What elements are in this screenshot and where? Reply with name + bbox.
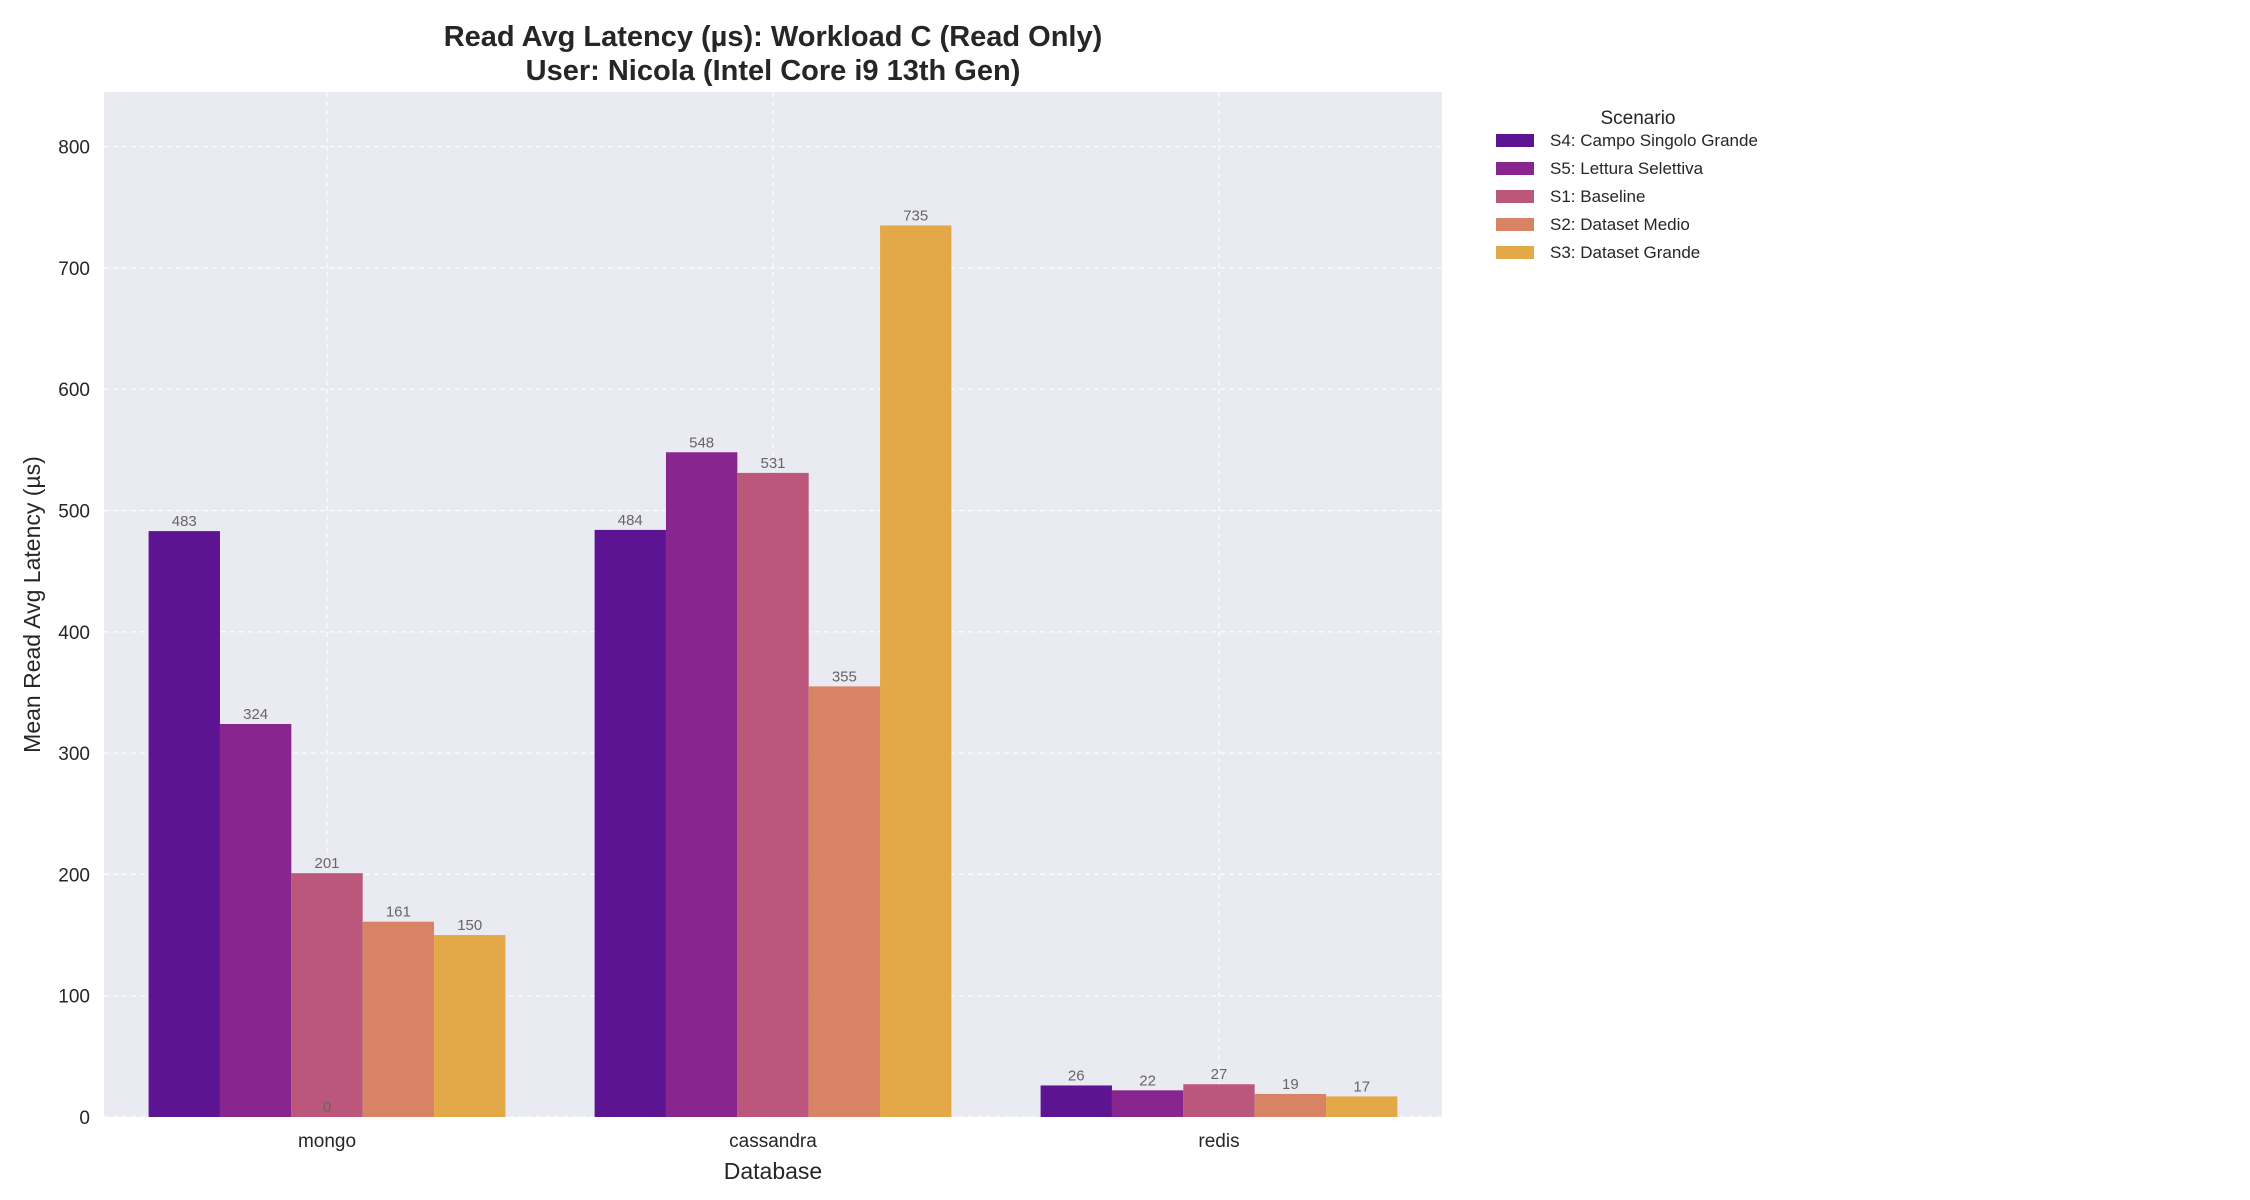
bar-label-redis-s4: 17 bbox=[1353, 1078, 1370, 1095]
bar-cassandra-s0 bbox=[594, 529, 666, 1117]
legend-swatch-1 bbox=[1496, 162, 1534, 175]
y-tick-label-4: 400 bbox=[58, 623, 90, 644]
x-axis-label: Database bbox=[724, 1158, 822, 1184]
y-axis-label: Mean Read Avg Latency (µs) bbox=[19, 456, 45, 753]
bar-mongo-s1 bbox=[219, 723, 292, 1117]
bar-cassandra-s1 bbox=[665, 452, 738, 1118]
bar-label-mongo-s1: 324 bbox=[243, 706, 268, 723]
y-axis-ticks: 0 100 200 300 400 500 600 700 800 bbox=[58, 138, 90, 1129]
bar-labels: 483 484 26 324 548 22 201 531 27 161 355 19 150 735 17 bbox=[172, 207, 1370, 1095]
y-tick-label-0: 0 bbox=[79, 1108, 90, 1129]
legend-label-1: S5: Lettura Selettiva bbox=[1550, 159, 1704, 178]
chart-titles: Read Avg Latency (µs): Workload C (Read … bbox=[444, 21, 1103, 87]
bar-redis-s4 bbox=[1326, 1096, 1398, 1117]
bar-label-cassandra-s2: 531 bbox=[760, 455, 785, 472]
chart-title: Read Avg Latency (µs): Workload C (Read … bbox=[444, 21, 1103, 53]
legend-label-4: S3: Dataset Grande bbox=[1550, 243, 1700, 262]
chart-subtitle: User: Nicola (Intel Core i9 13th Gen) bbox=[526, 55, 1021, 87]
x-tick-label-redis: redis bbox=[1198, 1131, 1239, 1152]
legend-swatch-2 bbox=[1496, 190, 1534, 203]
y-tick-label-5: 500 bbox=[58, 501, 90, 522]
y-tick-label-2: 200 bbox=[58, 865, 90, 886]
bar-label-mongo-s4: 150 bbox=[457, 917, 482, 934]
bar-mongo-s3 bbox=[362, 921, 435, 1117]
x-tick-label-cassandra: cassandra bbox=[729, 1131, 817, 1152]
legend-title: Scenario bbox=[1601, 108, 1676, 129]
legend-swatch-0 bbox=[1496, 134, 1534, 147]
bar-label-cassandra-s1: 548 bbox=[689, 434, 714, 451]
bar-label-cassandra-s4: 735 bbox=[903, 207, 928, 224]
bar-redis-s1 bbox=[1111, 1090, 1184, 1117]
y-tick-label-3: 300 bbox=[58, 744, 90, 765]
x-axis-ticks: mongo cassandra redis bbox=[298, 1131, 1240, 1152]
legend: Scenario S4: Campo Singolo Grande S5: Let… bbox=[1496, 108, 1758, 262]
bar-cassandra-s3 bbox=[808, 686, 881, 1117]
legend-swatch-3 bbox=[1496, 218, 1534, 231]
annotation-0: 0 bbox=[323, 1099, 331, 1116]
legend-label-3: S2: Dataset Medio bbox=[1550, 215, 1690, 234]
bar-cassandra-s2 bbox=[737, 472, 809, 1117]
bar-redis-s2 bbox=[1183, 1084, 1255, 1117]
bar-label-redis-s3: 19 bbox=[1282, 1076, 1299, 1093]
bar-mongo-s4 bbox=[434, 935, 506, 1117]
annotations: 0 bbox=[323, 1099, 331, 1116]
bar-label-mongo-s2: 201 bbox=[314, 855, 339, 872]
y-tick-label-7: 700 bbox=[58, 259, 90, 280]
bar-redis-s0 bbox=[1040, 1085, 1112, 1117]
bar-cassandra-s4 bbox=[880, 225, 952, 1117]
legend-label-0: S4: Campo Singolo Grande bbox=[1550, 131, 1758, 150]
bar-label-cassandra-s3: 355 bbox=[832, 668, 857, 685]
bar-mongo-s0 bbox=[148, 531, 220, 1117]
legend-swatch-4 bbox=[1496, 246, 1534, 259]
bar-label-redis-s2: 27 bbox=[1211, 1066, 1228, 1083]
bar-label-redis-s1: 22 bbox=[1139, 1072, 1156, 1089]
bars bbox=[148, 225, 1398, 1118]
legend-label-2: S1: Baseline bbox=[1550, 187, 1645, 206]
bar-label-mongo-s3: 161 bbox=[386, 904, 411, 921]
y-tick-label-6: 600 bbox=[58, 380, 90, 401]
bar-mongo-s2 bbox=[291, 873, 363, 1117]
bar-redis-s3 bbox=[1254, 1093, 1327, 1117]
y-tick-label-1: 100 bbox=[58, 987, 90, 1008]
bar-label-cassandra-s0: 484 bbox=[618, 512, 643, 529]
x-tick-label-mongo: mongo bbox=[298, 1131, 356, 1152]
bar-label-mongo-s0: 483 bbox=[172, 513, 197, 530]
y-tick-label-8: 800 bbox=[58, 138, 90, 159]
bar-label-redis-s0: 26 bbox=[1068, 1067, 1085, 1084]
